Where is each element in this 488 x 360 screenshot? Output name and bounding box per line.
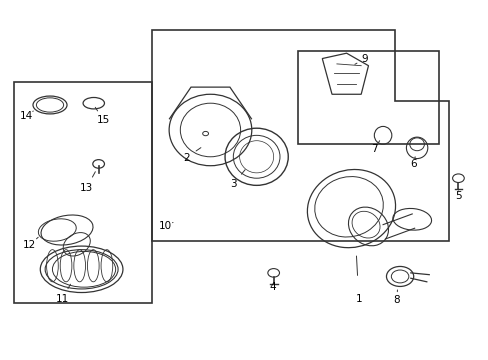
Text: 12: 12 — [23, 240, 36, 250]
Bar — [297, 51, 438, 144]
Text: 5: 5 — [454, 191, 461, 201]
Text: 13: 13 — [80, 183, 93, 193]
Text: 15: 15 — [97, 115, 110, 125]
Text: 14: 14 — [20, 111, 33, 121]
Text: 7: 7 — [371, 144, 377, 154]
Text: 6: 6 — [409, 159, 416, 169]
Text: 10: 10 — [159, 221, 172, 231]
Text: 4: 4 — [269, 282, 275, 292]
Text: 8: 8 — [392, 296, 399, 305]
Text: 2: 2 — [183, 153, 189, 163]
Text: 9: 9 — [361, 54, 367, 64]
Text: 11: 11 — [56, 294, 69, 303]
Polygon shape — [322, 53, 368, 94]
Text: 1: 1 — [355, 294, 361, 303]
Text: 3: 3 — [230, 179, 237, 189]
Bar — [14, 82, 152, 303]
